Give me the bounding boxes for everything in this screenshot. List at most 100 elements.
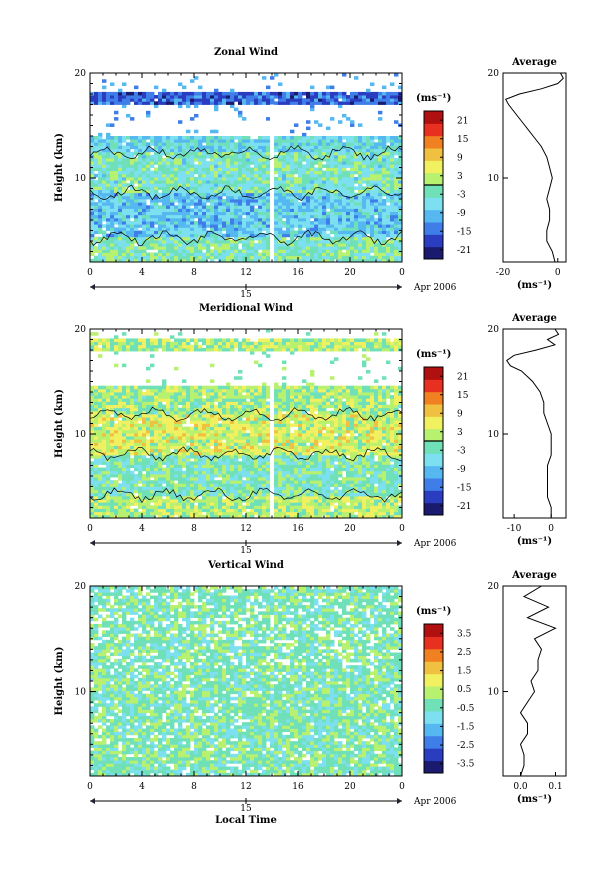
heat-cell <box>158 511 163 516</box>
heat-cell <box>286 502 291 506</box>
heat-cell <box>186 151 191 156</box>
heat-cell <box>394 211 399 216</box>
heat-cell <box>306 158 311 162</box>
heat-cell <box>166 101 171 105</box>
heat-cell <box>330 142 335 146</box>
heat-cell <box>162 173 167 178</box>
heat-cell <box>278 136 283 140</box>
heat-cell <box>334 227 339 231</box>
heat-cell <box>122 458 127 462</box>
heat-cell <box>394 230 399 235</box>
heat-cell <box>258 139 263 143</box>
heat-cell <box>326 483 331 487</box>
heat-cell <box>98 217 103 222</box>
heat-cell <box>146 499 151 503</box>
heat-cell <box>198 227 203 231</box>
heat-cell <box>90 195 95 200</box>
heat-cell <box>394 464 399 468</box>
heat-cell <box>114 180 119 184</box>
heat-cell <box>218 502 223 506</box>
heat-cell <box>330 227 335 231</box>
heat-cell <box>230 208 235 212</box>
heat-cell <box>222 211 227 216</box>
heat-cell <box>198 258 203 263</box>
heat-cell <box>294 230 299 235</box>
heat-cell <box>118 176 123 181</box>
heat-cell <box>198 246 203 250</box>
heat-cell <box>238 230 243 235</box>
average-profile-line <box>504 72 564 263</box>
heat-cell <box>358 464 363 468</box>
heat-cell <box>318 236 323 241</box>
heat-cell <box>286 202 291 206</box>
heat-cell <box>350 489 355 494</box>
heat-cell <box>90 239 95 244</box>
heat-cell <box>246 164 251 168</box>
heat-cell <box>162 170 167 175</box>
heat-cell <box>270 98 275 102</box>
heat-cell <box>102 502 107 506</box>
heat-cell <box>310 473 315 478</box>
heat-cell <box>330 458 335 462</box>
heat-cell <box>190 461 195 465</box>
heat-cell <box>142 98 147 102</box>
heat-cell <box>158 499 163 503</box>
heat-cell <box>366 217 371 222</box>
heat-cell <box>190 151 195 156</box>
heat-cell <box>254 164 259 168</box>
heat-cell <box>346 464 351 468</box>
heat-cell <box>222 164 227 168</box>
heat-cell <box>106 514 111 519</box>
heat-cell <box>190 246 195 250</box>
heat-cell <box>106 480 111 484</box>
heat-cell <box>294 211 299 216</box>
heat-cell <box>350 508 355 513</box>
heat-cell <box>242 192 247 197</box>
heat-cell <box>226 180 231 184</box>
heat-cell <box>138 467 143 472</box>
heat-cell <box>174 173 179 178</box>
heat-cell <box>278 148 283 153</box>
heat-cell <box>118 95 123 99</box>
heat-cell <box>294 224 299 228</box>
heat-cell <box>370 249 375 253</box>
heat-cell <box>202 508 207 513</box>
heat-cell <box>106 91 111 96</box>
heat-cell <box>162 211 167 216</box>
heat-cell <box>246 214 251 219</box>
heat-cell <box>194 158 199 162</box>
heat-cell <box>206 239 211 244</box>
heat-cell <box>230 148 235 153</box>
heat-cell <box>358 255 363 260</box>
heat-cell <box>342 489 347 494</box>
heat-cell <box>386 101 391 105</box>
heat-cell <box>206 101 211 105</box>
heat-cell <box>266 258 271 263</box>
heat-cell <box>346 205 351 209</box>
heat-cell <box>254 145 259 149</box>
heat-cell <box>178 470 183 475</box>
heat-cell <box>178 243 183 247</box>
heat-cell <box>254 199 259 203</box>
heat-cell <box>174 154 179 159</box>
heat-cell <box>382 161 387 165</box>
heat-cell <box>210 258 215 263</box>
heat-cell <box>182 486 187 491</box>
heat-cell <box>362 470 367 475</box>
heat-cell <box>226 233 231 238</box>
heat-cell <box>230 230 235 235</box>
heat-cell <box>298 246 303 250</box>
heat-cell <box>338 502 343 506</box>
heat-cell <box>210 227 215 231</box>
heat-cell <box>238 164 243 168</box>
heat-cell <box>362 233 367 238</box>
heat-cell <box>290 480 295 484</box>
heat-cell <box>258 186 263 190</box>
heat-cell <box>162 98 167 102</box>
heat-cell <box>154 139 159 143</box>
heat-cell <box>158 458 163 462</box>
heat-cell <box>338 189 343 194</box>
heat-cell <box>346 98 351 102</box>
heat-cell <box>166 186 171 190</box>
heat-cell <box>282 173 287 178</box>
